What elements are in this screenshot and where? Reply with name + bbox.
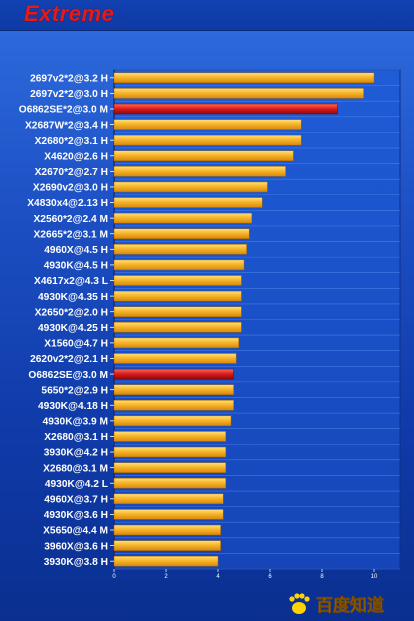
x-tick-label: 0 (112, 574, 116, 580)
bar (113, 446, 227, 458)
bar (113, 228, 250, 239)
bar (113, 290, 242, 302)
category-label: 4930K@4.25 H (38, 323, 108, 334)
chart-title: Extreme (24, 1, 115, 26)
bar (113, 477, 227, 489)
bar-highlight (113, 368, 234, 380)
category-label: X2680@3.1 M (43, 463, 108, 474)
x-tick-label: 2 (164, 574, 168, 580)
bars (110, 72, 375, 567)
bar (113, 181, 268, 193)
bar (113, 462, 227, 473)
gridlines (113, 69, 400, 570)
category-label: X4617x2@4.3 L (34, 276, 108, 287)
bar (113, 540, 221, 551)
bar (113, 384, 234, 395)
bar (113, 415, 232, 427)
bar (113, 134, 302, 146)
bar (113, 244, 247, 255)
category-label: 4930K@3.6 H (44, 510, 108, 521)
category-label: 4930K@4.18 H (38, 401, 108, 412)
category-label: 5650*2@2.9 H (41, 385, 108, 396)
category-label: 4960X@4.5 H (44, 245, 108, 256)
x-tick-label: 4 (216, 574, 220, 580)
bar (113, 72, 375, 84)
bar (113, 509, 224, 520)
bar (113, 337, 240, 349)
bar (113, 197, 263, 208)
watermark: 百度知道 (289, 593, 384, 616)
bar (113, 275, 242, 286)
category-label: X2650*2@2.0 H (35, 307, 108, 318)
category-label: X2687W*2@3.4 H (25, 120, 108, 131)
bar (113, 212, 253, 224)
x-tick-label: 8 (320, 574, 324, 580)
category-label: X2680*2@3.1 H (35, 136, 108, 147)
category-label: O6862SE@3.0 M (28, 370, 108, 381)
bar (113, 150, 294, 162)
x-tick-labels: 0 2 4 6 8 10 (112, 569, 378, 580)
bar (113, 322, 242, 333)
category-label: 3930K@4.2 H (44, 448, 108, 459)
bar (113, 493, 224, 505)
bar (113, 400, 234, 411)
category-label: 2620v2*2@2.1 H (30, 354, 108, 365)
category-label: 4930K@4.2 L (45, 479, 108, 490)
category-label: 4930K@3.9 M (43, 417, 108, 428)
x-tick-label: 6 (268, 574, 272, 580)
category-labels: 2697v2*2@3.2 H 2697v2*2@3.0 H O6862SE*2@3.… (19, 73, 108, 567)
watermark-text: 百度知道 (316, 595, 384, 616)
bar (113, 524, 221, 536)
bar (113, 555, 219, 567)
category-label: X2680@3.1 H (44, 432, 108, 443)
category-label: X2670*2@2.7 H (35, 167, 108, 178)
bar (113, 259, 245, 271)
bar (113, 431, 227, 442)
category-label: 4930K@4.35 H (38, 292, 108, 303)
x-tick-label: 10 (371, 574, 378, 580)
category-label: 3960X@3.6 H (44, 541, 108, 552)
category-label: 2697v2*2@3.2 H (30, 73, 108, 84)
category-label: X1560@4.7 H (44, 339, 108, 350)
category-label: X2560*2@2.4 M (33, 214, 108, 225)
bar-highlight (113, 103, 338, 115)
bar (113, 88, 364, 99)
bar (113, 353, 237, 364)
category-label: X4620@2.6 H (44, 151, 108, 162)
category-label: O6862SE*2@3.0 M (19, 105, 108, 116)
category-label: 4930K@4.5 H (44, 261, 108, 272)
bar (113, 166, 286, 177)
bar (113, 119, 302, 130)
paw-logo-icon (289, 593, 310, 614)
category-label: X2665*2@3.1 M (33, 229, 108, 240)
category-label: X5650@4.4 M (43, 526, 108, 537)
title-band: Extreme (0, 0, 414, 31)
category-label: 3930K@3.8 H (44, 557, 108, 568)
category-label: 2697v2*2@3.0 H (30, 89, 108, 100)
category-label: X4830x4@2.13 H (27, 198, 108, 209)
category-label: 4960X@3.7 H (44, 495, 108, 506)
bar (113, 306, 242, 317)
category-label: X2690v2@3.0 H (33, 183, 108, 194)
